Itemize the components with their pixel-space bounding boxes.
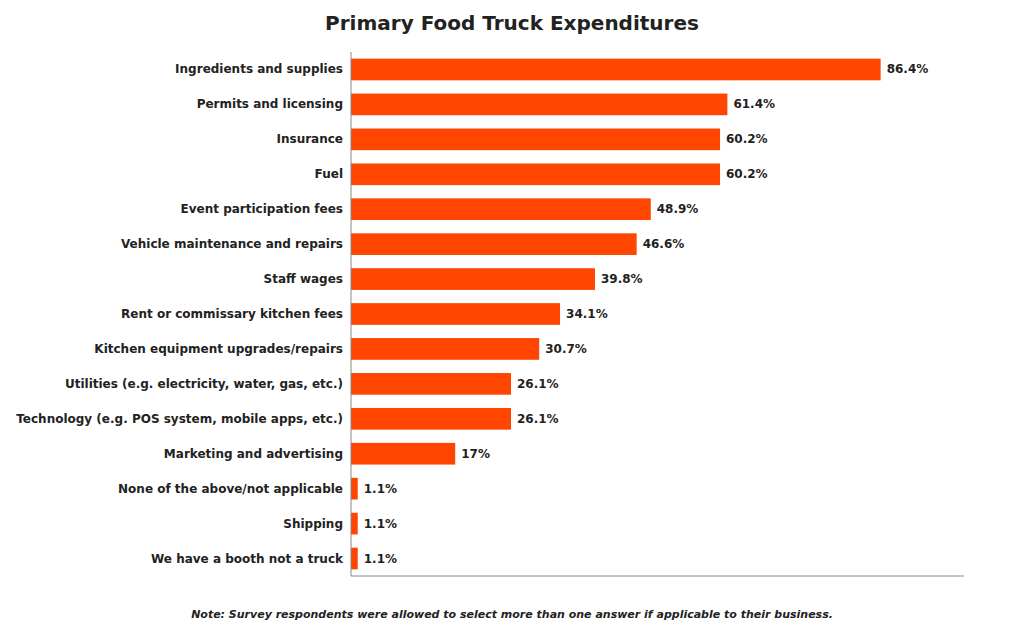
y-tick-label: Technology (e.g. POS system, mobile apps… (16, 412, 343, 426)
bar (351, 303, 560, 325)
bar (351, 513, 358, 535)
y-tick-label: Vehicle maintenance and repairs (121, 237, 343, 251)
y-axis-line (351, 52, 352, 576)
data-label: 60.2% (726, 132, 768, 146)
y-axis-labels: We have a booth not a truck Shipping None … (16, 62, 344, 565)
bar (351, 338, 539, 360)
y-tick-label: Permits and licensing (197, 97, 343, 111)
data-label: 26.1% (517, 377, 559, 391)
background (0, 0, 1024, 634)
data-label: 39.8% (601, 272, 643, 286)
x-axis-line (351, 576, 964, 577)
bars (351, 59, 881, 570)
bar (351, 129, 720, 151)
y-tick-label: Marketing and advertising (164, 447, 343, 461)
y-tick-label: Utilities (e.g. electricity, water, gas,… (65, 377, 343, 391)
bar (351, 268, 595, 290)
bar (351, 94, 727, 116)
chart-svg: Primary Food Truck Expenditures We have a… (0, 0, 1024, 634)
data-label: 61.4% (733, 97, 775, 111)
chart-container: Primary Food Truck Expenditures We have a… (0, 0, 1024, 634)
y-tick-label: Shipping (283, 517, 343, 531)
y-tick-label: Ingredients and supplies (175, 62, 343, 76)
y-tick-label: Fuel (315, 167, 343, 181)
data-label: 1.1% (364, 482, 397, 496)
data-label: 86.4% (887, 62, 929, 76)
y-tick-label: Staff wages (264, 272, 343, 286)
title: Primary Food Truck Expenditures (325, 11, 699, 35)
bar (351, 373, 511, 395)
bar (351, 443, 455, 465)
y-tick-label: Event participation fees (181, 202, 343, 216)
bar (351, 198, 651, 220)
data-labels: 1.1% 1.1% 1.1% 17% 26.1% 26.1% 30.7% 34.1% 39.8%… (364, 62, 929, 565)
data-label: 17% (461, 447, 490, 461)
y-tick-label: Kitchen equipment upgrades/repairs (94, 342, 343, 356)
data-label: 30.7% (545, 342, 587, 356)
bar (351, 408, 511, 430)
bar (351, 478, 358, 500)
note: Note: Survey respondents were allowed to… (191, 608, 833, 621)
y-tick-label: Insurance (276, 132, 343, 146)
data-label: 46.6% (643, 237, 685, 251)
data-label: 1.1% (364, 517, 397, 531)
data-label: 60.2% (726, 167, 768, 181)
bar (351, 548, 358, 570)
y-tick-label: Rent or commissary kitchen fees (121, 307, 343, 321)
data-label: 48.9% (657, 202, 699, 216)
y-tick-label: We have a booth not a truck (151, 552, 344, 566)
y-tick-label: None of the above/not applicable (118, 482, 343, 496)
bar (351, 59, 881, 81)
data-label: 1.1% (364, 552, 397, 566)
data-label: 34.1% (566, 307, 608, 321)
bar (351, 163, 720, 185)
data-label: 26.1% (517, 412, 559, 426)
bar (351, 233, 637, 255)
